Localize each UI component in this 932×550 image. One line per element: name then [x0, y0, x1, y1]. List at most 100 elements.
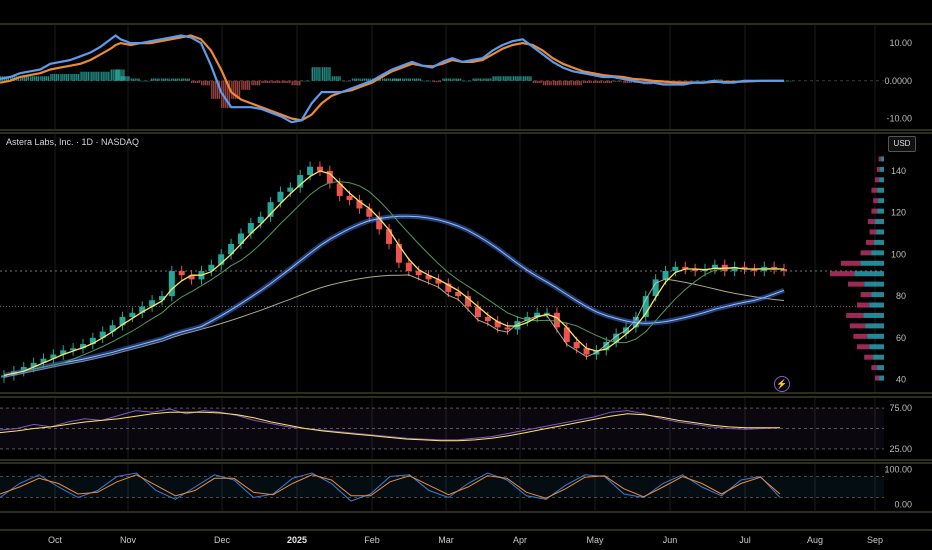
macd-histogram-bar [556, 80, 559, 86]
macd-histogram-bar [136, 78, 138, 81]
price-tick-label: 100 [891, 249, 906, 259]
macd-histogram-bar [208, 80, 211, 86]
macd-histogram-bar [243, 80, 245, 90]
macd-histogram-bar [361, 78, 364, 81]
macd-histogram-bar [253, 80, 255, 86]
macd-histogram-bar [538, 80, 540, 84]
macd-histogram-bar [47, 76, 50, 81]
macd-histogram-bar [192, 80, 195, 84]
macd-histogram-bar [119, 69, 121, 81]
fast-moving-average [3, 170, 784, 377]
macd-histogram-bar [385, 78, 388, 81]
macd-histogram-bar [98, 71, 100, 81]
macd-histogram-bar [329, 67, 331, 81]
macd-histogram-bar [54, 73, 56, 81]
candle-body [672, 266, 679, 272]
macd-histogram-bar [231, 80, 233, 99]
macd-histogram-bar [540, 80, 542, 84]
macd-histogram-bar [40, 76, 42, 81]
macd-histogram-bar [603, 80, 605, 84]
volume-profile-bar [860, 292, 872, 298]
macd-histogram-bar [520, 76, 522, 81]
macd-histogram-bar [436, 80, 438, 83]
macd-histogram-bar [482, 78, 484, 81]
macd-histogram-bar [226, 80, 229, 108]
price-tick-label: 60 [896, 333, 906, 343]
macd-histogram-bar [211, 80, 213, 99]
rsi-tick-label: 25.00 [889, 444, 912, 454]
macd-histogram-bar [560, 80, 562, 86]
macd-histogram-bar [363, 78, 366, 81]
macd-histogram-bar [402, 78, 404, 81]
volume-profile-bar [873, 198, 879, 204]
candle-body [544, 312, 551, 314]
macd-histogram-bar [389, 78, 391, 81]
volume-profile-bar [864, 354, 874, 360]
candle-body [534, 312, 541, 317]
candle-body [178, 271, 185, 276]
macd-histogram-bar [27, 76, 30, 81]
macd-histogram-bar [347, 80, 349, 82]
macd-histogram-bar [504, 76, 506, 81]
volume-profile-bar [878, 156, 882, 162]
candle-body [1, 375, 7, 378]
macd-histogram-bar [469, 80, 472, 82]
macd-histogram-bar [554, 80, 557, 86]
macd-histogram-bar [717, 79, 719, 81]
candle-body [218, 254, 225, 265]
macd-histogram-bar [32, 76, 34, 81]
macd-histogram-bar [405, 78, 408, 81]
volume-profile-bar [867, 333, 884, 339]
macd-histogram-bar [180, 78, 183, 81]
macd-histogram-bar [122, 76, 124, 81]
macd-histogram-bar [446, 78, 448, 81]
macd-histogram-bar [502, 76, 504, 81]
macd-histogram-bar [784, 80, 786, 82]
volume-profile-bar [879, 177, 884, 183]
x-axis-label: 2025 [287, 535, 307, 545]
volume-profile-bar [848, 281, 865, 287]
candle-body [79, 344, 86, 349]
macd-histogram-bar [474, 78, 476, 81]
lightning-icon[interactable]: ⚡ [774, 376, 790, 392]
macd-histogram-bar [508, 76, 510, 81]
macd-histogram-bar [701, 80, 703, 82]
volume-profile-bar [874, 239, 884, 245]
macd-histogram-bar [325, 67, 327, 81]
macd-histogram-bar [606, 80, 609, 84]
macd-histogram-bar [442, 78, 444, 81]
currency-button[interactable]: USD [888, 136, 916, 152]
candle-body [297, 175, 304, 188]
candle-body [376, 216, 383, 230]
volume-profile-bar [867, 219, 876, 225]
volume-profile-bar [877, 187, 884, 193]
candle-body [366, 208, 373, 217]
macd-histogram-bar [613, 80, 615, 82]
candle-body [504, 327, 511, 330]
macd-histogram-bar [273, 80, 275, 84]
macd-histogram-bar [552, 80, 555, 86]
candle-body [445, 283, 452, 292]
x-axis-label: Mar [438, 535, 454, 545]
macd-histogram-bar [335, 76, 337, 81]
macd-histogram-bar [697, 80, 699, 82]
candle-body [30, 362, 37, 368]
x-axis-label: Aug [807, 535, 823, 545]
macd-histogram-bar [233, 80, 235, 99]
rsi-average-line [0, 411, 780, 442]
macd-histogram-bar [30, 76, 32, 81]
x-axis-label: Sep [867, 535, 883, 545]
stoch-d-line [0, 474, 781, 499]
rsi-tick-label: 75.00 [889, 403, 912, 413]
macd-histogram-bar [476, 78, 478, 81]
macd-histogram-bar [439, 80, 442, 83]
macd-histogram-bar [144, 80, 146, 82]
macd-histogram-bar [623, 80, 625, 84]
macd-histogram-bar [246, 80, 249, 90]
macd-histogram-bar [586, 80, 589, 84]
volume-profile-bar [865, 323, 884, 329]
macd-histogram-bar [367, 78, 369, 81]
macd-histogram-bar [608, 80, 611, 84]
macd-histogram-bar [468, 80, 470, 82]
